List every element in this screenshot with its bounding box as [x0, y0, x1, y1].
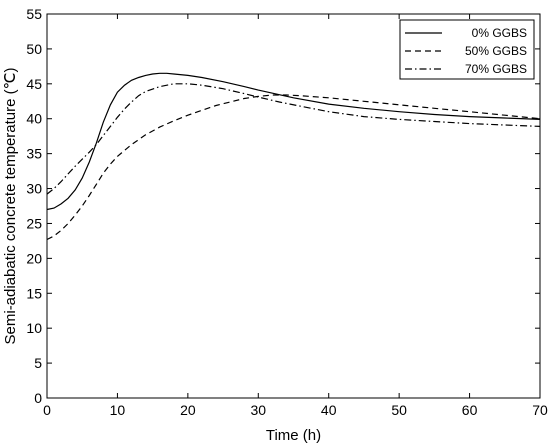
- y-tick-label: 40: [26, 111, 42, 127]
- series-line-2: [46, 94, 541, 241]
- x-tick-label: 40: [321, 402, 337, 418]
- legend: 0% GGBS 50% GGBS 70% GGBS: [399, 19, 535, 80]
- y-tick-label: 25: [26, 215, 42, 231]
- y-tick-label: 30: [26, 181, 42, 197]
- y-tick-label: 15: [26, 285, 42, 301]
- x-tick-label: 50: [391, 402, 407, 418]
- y-tick-label: 0: [34, 390, 42, 406]
- y-tick-label: 35: [26, 146, 42, 162]
- plot-frame: [46, 13, 541, 399]
- y-tick-label: 45: [26, 76, 42, 92]
- y-tick-label: 20: [26, 250, 42, 266]
- x-tick-label: 20: [180, 402, 196, 418]
- x-tick-label: 10: [110, 402, 126, 418]
- y-tick-label: 5: [34, 355, 42, 371]
- x-axis-title: Time (h): [266, 427, 321, 444]
- x-tick-label: 30: [250, 402, 266, 418]
- legend-label-1: 0% GGBS: [472, 26, 527, 40]
- legend-label-2: 50% GGBS: [465, 44, 527, 58]
- legend-label-3: 70% GGBS: [465, 62, 527, 76]
- x-tick-label: 60: [462, 402, 478, 418]
- series-line-3: [46, 83, 541, 195]
- series-layer: [46, 72, 541, 241]
- x-tick-label: 0: [43, 402, 51, 418]
- x-axis: 0 10 20 30 40 50 60 70: [43, 14, 548, 418]
- y-tick-label: 55: [26, 6, 42, 22]
- y-axis-title: Semi-adiabatic concrete temperature (℃): [2, 68, 19, 345]
- series-line-1: [46, 72, 541, 211]
- y-tick-label: 50: [26, 41, 42, 57]
- y-tick-label: 10: [26, 320, 42, 336]
- y-axis: 0 5 10 15 20 25 30 35 40 45 50 55: [26, 6, 540, 406]
- x-tick-label: 70: [532, 402, 548, 418]
